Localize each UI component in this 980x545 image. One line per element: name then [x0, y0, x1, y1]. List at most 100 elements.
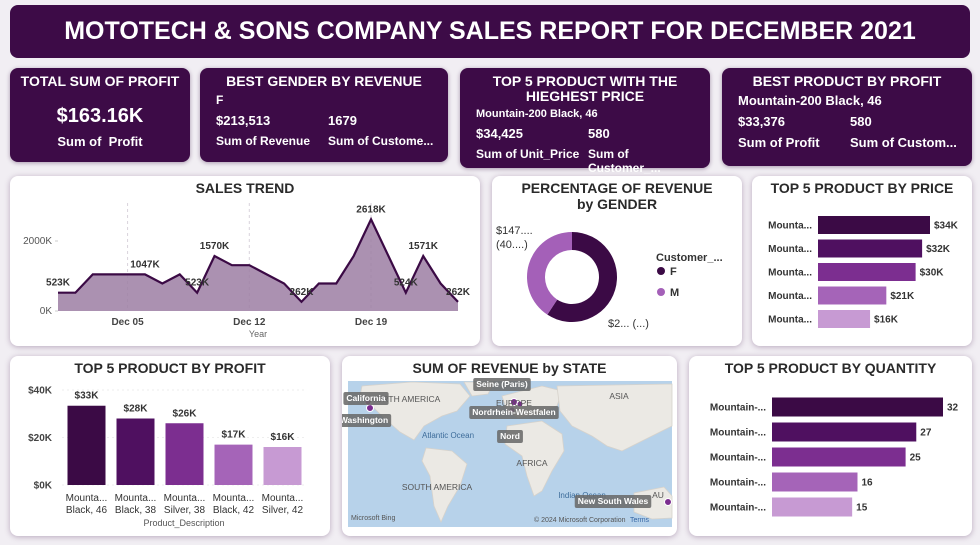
- bar: [818, 310, 871, 328]
- metric-value: $213,513: [216, 113, 271, 128]
- data-label: 27: [920, 428, 932, 439]
- bar: [772, 397, 943, 417]
- category-label: Mountain-...: [710, 478, 766, 489]
- card-subtitle: F: [216, 93, 224, 107]
- map-chip-label: California: [346, 393, 385, 403]
- data-label: 32: [947, 403, 959, 414]
- y-tick-label: 0K: [40, 306, 53, 317]
- metric-value: 580: [588, 126, 610, 141]
- category-label: Mounta...: [768, 268, 812, 279]
- category-label: Mounta...: [768, 315, 812, 326]
- land: [421, 447, 468, 523]
- bar: [772, 497, 853, 517]
- data-label: $33K: [75, 391, 100, 402]
- data-label: 523K: [185, 278, 210, 289]
- chart: Customer_... FM: [527, 232, 723, 322]
- metric-value: 580: [850, 114, 872, 129]
- map-chip: [469, 406, 559, 419]
- map-chip-label: New South Wales: [578, 496, 649, 506]
- map-label: EUROPE: [496, 398, 532, 408]
- category-label: Mountain-...: [710, 453, 766, 464]
- bar: [263, 447, 302, 485]
- y-tick-label: $0K: [34, 481, 53, 492]
- y-tick-label: 2000K: [23, 236, 52, 247]
- data-label: 25: [910, 453, 922, 464]
- donut-slice: [547, 232, 617, 322]
- map-label: SOUTH AMERICA: [402, 482, 473, 492]
- price-panel: Mounta... $34K Mounta... $32K Mounta... $30K M…: [752, 176, 972, 346]
- data-label: 2618K: [356, 204, 386, 215]
- metric-label: Sum of Custome...: [328, 134, 434, 148]
- x-tick-label: Mounta... Silver, 42: [261, 493, 304, 516]
- map-chip-label: Nordrhein-Westfalen: [472, 407, 555, 417]
- category-label: Mountain-...: [710, 428, 766, 439]
- bar: [67, 405, 106, 485]
- quantity-panel: Mountain-... 32 Mountain-... 27 Mountain-...…: [689, 356, 972, 536]
- card-value: $163.16K: [56, 105, 144, 127]
- donut-slice: [527, 232, 572, 315]
- x-tick-label: Mounta... Black, 46: [65, 493, 108, 516]
- metric-label: Sum of Revenue: [216, 134, 311, 148]
- profit-panel: $0K $20K $40K $33K $28K $26K $17K $16K Product_D…: [10, 356, 330, 536]
- x-axis-title: Year: [249, 329, 267, 339]
- chart: Mountain-... 32 Mountain-... 27 Mountain-...…: [710, 397, 959, 517]
- bar: [772, 422, 917, 442]
- category-label: Mounta...: [768, 244, 812, 255]
- bar: [772, 472, 858, 492]
- map-panel: NORTH AMERICA EUROPE ASIA Atlantic Ocean AFR…: [342, 356, 677, 536]
- data-label: 523K: [46, 278, 71, 289]
- metric-value: 1679: [328, 113, 357, 128]
- map-chip: [574, 495, 652, 508]
- map-copyright: © 2024 Microsoft Corporation: [534, 516, 626, 524]
- gender-panel: Customer_... F M PERCENTAGE OF REVENUE by …: [492, 176, 742, 346]
- metric-label: Sum of Customer_...: [588, 147, 661, 175]
- x-tick-label: Dec 19: [355, 317, 388, 328]
- chart-title: SALES TREND: [195, 180, 295, 196]
- kpi-card: BEST GENDER BY REVENUE F $213,513 Sum of …: [200, 68, 448, 162]
- x-tick-label: Dec 12: [233, 317, 266, 328]
- chart-title: TOP 5 PRODUCT BY QUANTITY: [724, 360, 937, 376]
- bar: [116, 418, 155, 485]
- data-label: 1570K: [200, 241, 230, 252]
- category-label: Mountain-...: [710, 403, 766, 414]
- metric-value: $33,376: [738, 114, 785, 129]
- map-chip: [342, 414, 392, 427]
- card-subtitle: Mountain-200 Black, 46: [476, 108, 598, 120]
- chart-title: TOP 5 PRODUCT BY PRICE: [770, 180, 954, 196]
- kpi-card: BEST PRODUCT BY PROFIT Mountain-200 Blac…: [722, 68, 972, 166]
- data-label: $147.... (40....): [496, 225, 533, 251]
- bar: [818, 239, 923, 258]
- location-bubble: [664, 498, 672, 506]
- data-label: $28K: [124, 404, 149, 415]
- x-tick-label: Dec 05: [111, 317, 144, 328]
- location-bubble: [366, 404, 374, 412]
- data-label: $17K: [222, 430, 247, 441]
- map-label: AU: [652, 490, 664, 500]
- data-label: 262K: [290, 287, 315, 298]
- map: NORTH AMERICA EUROPE ASIA Atlantic Ocean AFR…: [342, 378, 673, 527]
- map-terms: Terms: [630, 517, 650, 524]
- data-label: 1047K: [130, 259, 160, 270]
- metric-value: $34,425: [476, 126, 523, 141]
- data-label: 16: [862, 478, 874, 489]
- metric-label: Sum of Custom...: [850, 135, 957, 150]
- legend-marker: [657, 288, 665, 296]
- chart-title: TOP 5 PRODUCT BY PROFIT: [74, 360, 266, 376]
- map-label: Atlantic Ocean: [422, 431, 474, 440]
- data-label: $30K: [920, 268, 945, 279]
- chart-title: SUM OF REVENUE by STATE: [412, 360, 607, 376]
- data-label: $2... (...): [608, 318, 649, 330]
- data-label: 15: [856, 503, 868, 514]
- x-tick-label: Mounta... Silver, 38: [163, 493, 206, 516]
- kpi-card: TOP 5 PRODUCT WITH THE HIEGHEST PRICE Mo…: [460, 68, 710, 175]
- chart: Mounta... $34K Mounta... $32K Mounta... $30K M…: [768, 216, 959, 328]
- sales-trend-panel: Dec 05 Dec 12 Dec 19 0K 2000K 523K 1047K 523K 15…: [10, 176, 480, 346]
- map-chip: [473, 378, 531, 391]
- x-axis-title: Product_Description: [143, 518, 224, 528]
- area: [58, 219, 458, 311]
- map-label: NORTH AMERICA: [370, 394, 441, 404]
- data-label: $34K: [934, 221, 959, 232]
- bar: [818, 286, 887, 305]
- data-label: 262K: [446, 287, 471, 298]
- y-tick-label: $20K: [28, 433, 53, 444]
